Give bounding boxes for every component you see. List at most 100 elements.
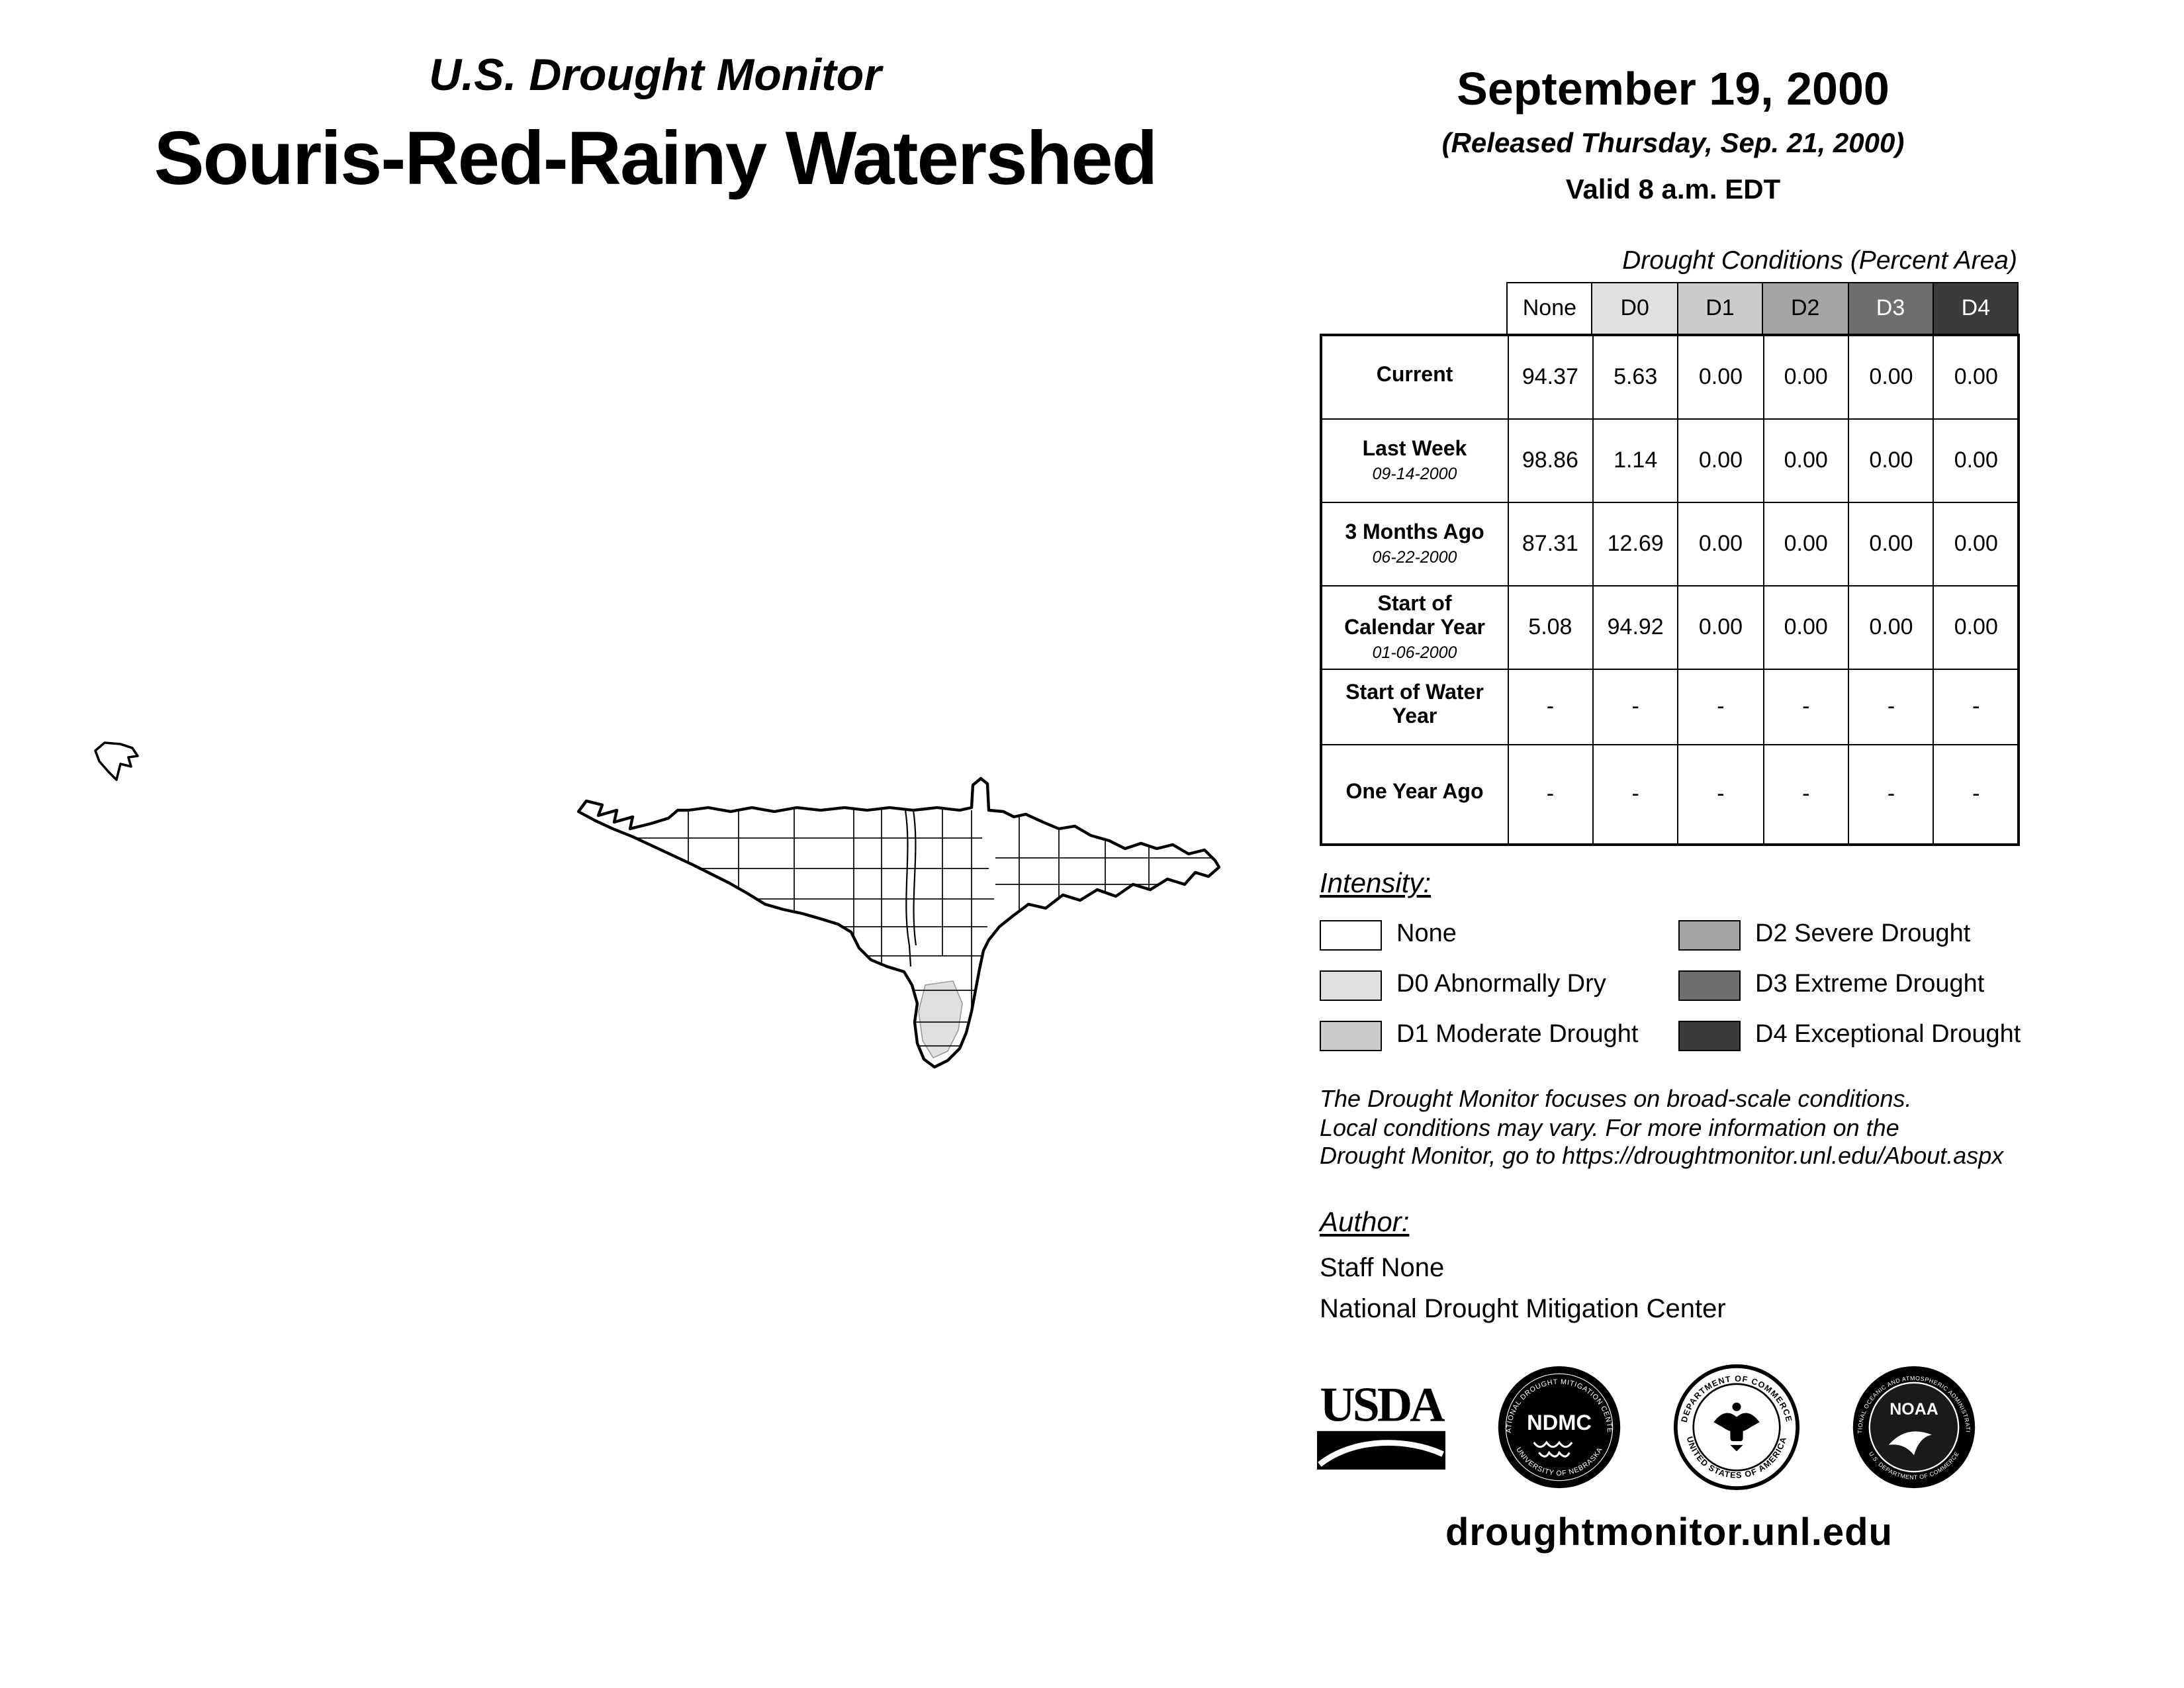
ndmc-text: NDMC xyxy=(1527,1410,1592,1434)
table-cell: 0.00 xyxy=(1848,501,1934,586)
table-cell: 0.00 xyxy=(1762,418,1850,502)
table-cell: - xyxy=(1762,743,1850,845)
col-header-d1: D1 xyxy=(1676,282,1764,335)
table-row: Current 94.37 5.63 0.00 0.00 0.00 0.00 xyxy=(1320,334,2020,419)
table-cell: 0.00 xyxy=(1933,334,2020,419)
table-cell: 5.08 xyxy=(1506,585,1594,669)
website-url: droughtmonitor.unl.edu xyxy=(1445,1512,1893,1554)
legend-label: D1 Moderate Drought xyxy=(1396,1021,1639,1049)
table-cell: 0.00 xyxy=(1762,501,1850,586)
legend-label: None xyxy=(1396,920,1457,948)
legend-item-none: None xyxy=(1320,919,1678,951)
table-cell: - xyxy=(1933,743,2020,845)
table-cell: - xyxy=(1848,743,1934,845)
eagle-icon xyxy=(1713,1402,1760,1452)
noaa-logo: NATIONAL OCEANIC AND ATMOSPHERIC ADMINIS… xyxy=(1852,1366,1976,1489)
table-cell: - xyxy=(1506,668,1594,745)
table-body: Current 94.37 5.63 0.00 0.00 0.00 0.00 L… xyxy=(1320,334,2021,846)
disclaimer-line: Local conditions may vary. For more info… xyxy=(1320,1114,1899,1141)
monitor-title: U.S. Drought Monitor xyxy=(429,50,882,101)
legend-swatch-d0 xyxy=(1320,970,1382,1000)
legend-item-d2: D2 Severe Drought xyxy=(1678,919,2021,951)
table-row: Start of Calendar Year 01-06-2000 5.08 94… xyxy=(1320,585,2020,669)
legend-item-d1: D1 Moderate Drought xyxy=(1320,1019,1678,1051)
table-cell: - xyxy=(1933,668,2020,745)
d0-region xyxy=(918,980,963,1059)
author-block: Author: Staff None National Drought Miti… xyxy=(1320,1207,1726,1325)
detached-watershed-area xyxy=(94,741,139,781)
row-label-text: Start of Calendar Year xyxy=(1344,592,1485,639)
table-cell: 0.00 xyxy=(1933,585,2020,669)
table-cell: - xyxy=(1592,668,1679,745)
row-label: 3 Months Ago 06-22-2000 xyxy=(1320,501,1508,586)
row-label: One Year Ago xyxy=(1320,743,1508,845)
usda-swoosh-icon xyxy=(1318,1440,1444,1467)
usda-logo: USDA xyxy=(1317,1378,1445,1470)
table-cell: - xyxy=(1592,743,1679,845)
table-cell: 0.00 xyxy=(1677,418,1764,502)
table-row: One Year Ago - - - - - - xyxy=(1320,743,2020,845)
table-cell: 1.14 xyxy=(1592,418,1679,502)
row-label: Start of Calendar Year 01-06-2000 xyxy=(1320,585,1508,669)
drought-conditions-table: None D0 D1 D2 D3 D4 Current 94.37 5.63 0… xyxy=(1320,282,2021,851)
author-organization: National Drought Mitigation Center xyxy=(1320,1295,1726,1324)
red-river-line xyxy=(904,810,917,967)
map-date: September 19, 2000 xyxy=(1457,64,1889,115)
table-cell: - xyxy=(1677,668,1764,745)
date-block: September 19, 2000 (Released Thursday, S… xyxy=(1324,64,2023,207)
noaa-text: NOAA xyxy=(1889,1400,1938,1419)
table-cell: 0.00 xyxy=(1848,418,1934,502)
county-boundaries xyxy=(578,802,1218,1047)
legend-label: D0 Abnormally Dry xyxy=(1396,970,1606,998)
row-label-text: Last Week xyxy=(1362,438,1467,460)
table-cell: 0.00 xyxy=(1848,585,1934,669)
row-label: Last Week 09-14-2000 xyxy=(1320,418,1508,502)
col-header-d2: D2 xyxy=(1762,282,1849,335)
row-label: Start of Water Year xyxy=(1320,668,1508,745)
disclaimer-line: The Drought Monitor focuses on broad-sca… xyxy=(1320,1086,1912,1112)
usda-text: USDA xyxy=(1320,1378,1445,1431)
table-cell: 0.00 xyxy=(1933,418,2020,502)
table-cell: - xyxy=(1677,743,1764,845)
legend-label: D4 Exceptional Drought xyxy=(1755,1021,2021,1049)
title-block: U.S. Drought Monitor Souris-Red-Rainy Wa… xyxy=(73,50,1238,203)
legend-label: D2 Severe Drought xyxy=(1755,920,1971,948)
disclaimer-line: Drought Monitor, go to https://droughtmo… xyxy=(1320,1143,2004,1169)
col-header-d4: D4 xyxy=(1932,282,2019,335)
table-cell: 0.00 xyxy=(1677,585,1764,669)
table-cell: 0.00 xyxy=(1848,334,1934,419)
row-label-text: One Year Ago xyxy=(1345,780,1484,804)
seagull-icon xyxy=(1888,1431,1932,1456)
legend-item-d0: D0 Abnormally Dry xyxy=(1320,969,1678,1001)
col-header-none: None xyxy=(1506,282,1593,335)
row-label-text: Current xyxy=(1376,363,1453,387)
table-cell: 94.92 xyxy=(1592,585,1679,669)
table-row: Last Week 09-14-2000 98.86 1.14 0.00 0.00… xyxy=(1320,418,2020,502)
watershed-fill xyxy=(578,778,1219,1067)
col-header-d3: D3 xyxy=(1847,282,1934,335)
ndmc-waves-icon xyxy=(1533,1440,1573,1458)
table-cell: - xyxy=(1762,668,1850,745)
legend-swatch-none xyxy=(1320,919,1382,950)
table-cell: 0.00 xyxy=(1762,334,1850,419)
table-cell: 87.31 xyxy=(1506,501,1594,586)
table-cell: 5.63 xyxy=(1592,334,1679,419)
legend-title: Intensity: xyxy=(1320,868,1432,899)
table-cell: - xyxy=(1506,743,1594,845)
row-label-date: 06-22-2000 xyxy=(1372,547,1457,566)
col-header-d0: D0 xyxy=(1591,282,1678,335)
table-row: 3 Months Ago 06-22-2000 87.31 12.69 0.00 … xyxy=(1320,501,2020,586)
disclaimer-text: The Drought Monitor focuses on broad-sca… xyxy=(1320,1086,2003,1171)
row-label-text: 3 Months Ago xyxy=(1345,521,1484,543)
table-cell: 94.37 xyxy=(1506,334,1594,419)
commerce-seal: DEPARTMENT OF COMMERCE UNITED STATES OF … xyxy=(1673,1364,1800,1491)
legend-swatch-d1 xyxy=(1320,1020,1382,1051)
author-title: Author: xyxy=(1320,1207,1410,1238)
legend-item-d3: D3 Extreme Drought xyxy=(1678,969,2021,1001)
table-cell: 0.00 xyxy=(1762,585,1850,669)
table-cell: - xyxy=(1848,668,1934,745)
legend-item-d4: D4 Exceptional Drought xyxy=(1678,1019,2021,1051)
row-label-date: 01-06-2000 xyxy=(1372,643,1457,661)
ndmc-logo: NATIONAL DROUGHT MITIGATION CENTER UNIVE… xyxy=(1498,1366,1621,1489)
table-cell: 12.69 xyxy=(1592,501,1679,586)
